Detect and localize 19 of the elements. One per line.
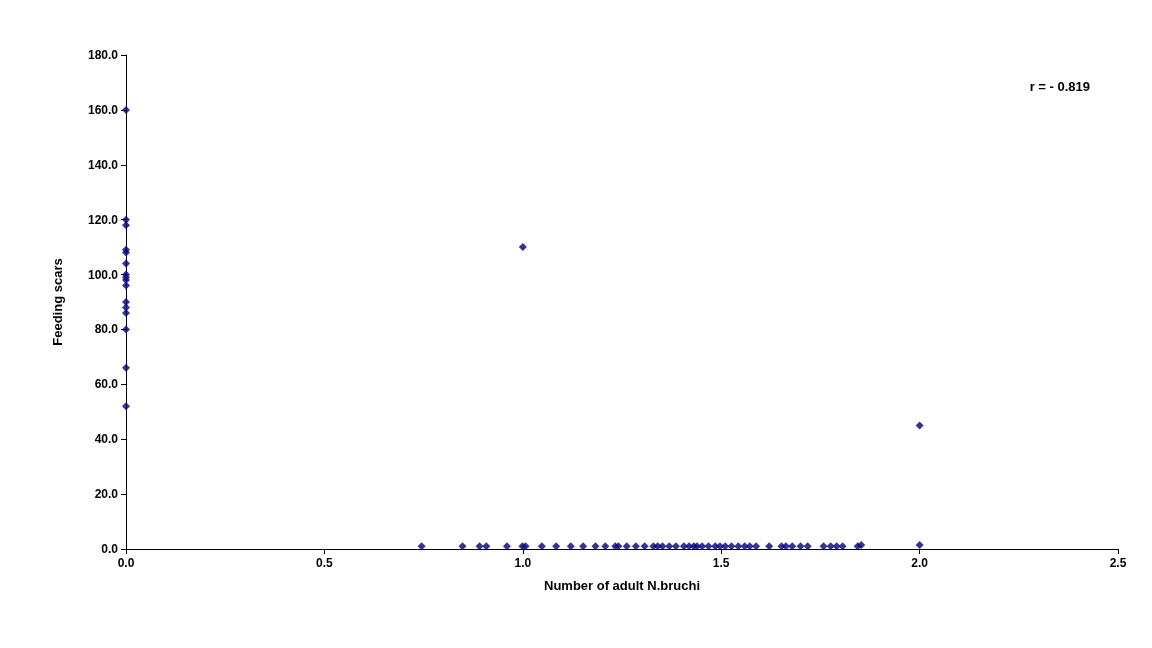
y-tick-label: 20.0 <box>94 487 119 502</box>
y-tick-label: 160.0 <box>87 102 119 117</box>
y-tick-label: 40.0 <box>94 432 119 447</box>
x-tick-label: 2.0 <box>911 556 929 570</box>
x-tick-label: 0.0 <box>117 556 135 570</box>
annotation: r = - 0.819 <box>1029 79 1091 94</box>
x-tick-label: 0.5 <box>316 556 334 570</box>
y-tick-label: 140.0 <box>87 157 119 172</box>
y-axis-title: Feeding scars <box>50 258 65 346</box>
x-axis-title: Number of adult N.bruchi <box>544 578 700 593</box>
y-tick-label: 80.0 <box>94 322 119 337</box>
x-tick-label: 2.5 <box>1109 556 1127 570</box>
y-tick-label: 0.0 <box>101 542 119 556</box>
y-tick-label: 180.0 <box>87 48 119 62</box>
y-tick-label: 120.0 <box>87 212 119 227</box>
y-tick-label: 60.0 <box>94 377 119 392</box>
x-tick-label: 1.0 <box>514 556 532 570</box>
x-tick-label: 1.5 <box>712 556 730 570</box>
y-tick-label: 100.0 <box>87 267 119 282</box>
